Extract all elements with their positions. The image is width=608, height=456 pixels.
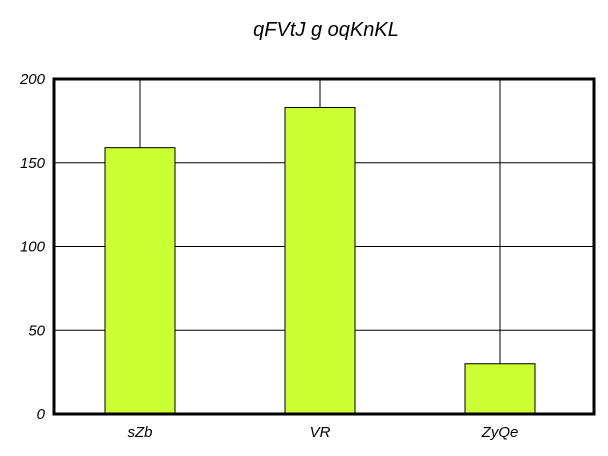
bars [104, 106, 536, 415]
bar-zyqe [464, 363, 536, 415]
x-tick-label: VR [310, 424, 331, 441]
x-tick-label: ZyQe [481, 424, 519, 441]
y-tick-label: 200 [19, 71, 46, 88]
chart-title: qFVtJ g oqKnKL [253, 19, 399, 41]
y-tick-label: 0 [37, 406, 46, 423]
bar-szb [104, 147, 176, 415]
y-axis-ticks: 0 50 100 150 200 [19, 71, 46, 423]
x-tick-label: sZb [127, 424, 152, 441]
y-tick-label: 50 [28, 322, 45, 339]
y-tick-label: 100 [20, 239, 46, 256]
y-tick-label: 150 [20, 155, 46, 172]
bar-vr [284, 106, 356, 415]
x-axis-ticks: sZb VR ZyQe [127, 424, 518, 441]
plot-frame [52, 77, 596, 416]
